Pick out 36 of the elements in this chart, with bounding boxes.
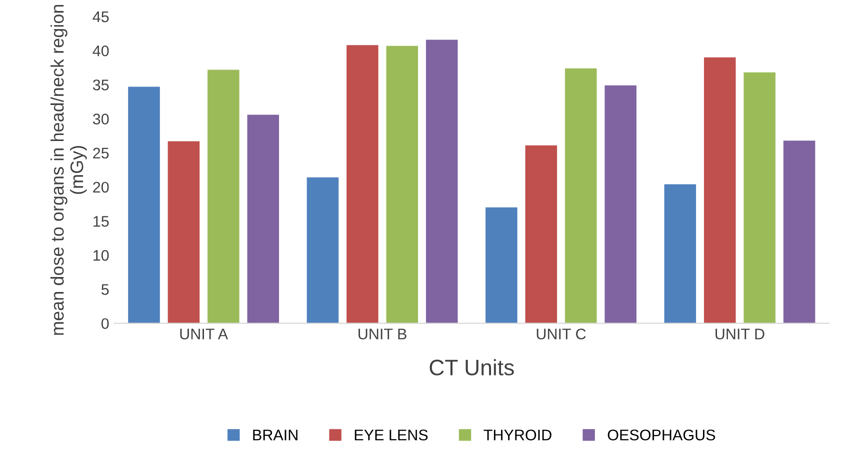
x-tick-label: UNIT C <box>536 328 586 340</box>
y-tick-label: 10 <box>94 250 109 261</box>
bar <box>128 86 160 324</box>
bar <box>306 177 339 324</box>
y-tick-label: 5 <box>101 284 109 295</box>
x-tick-label: UNIT B <box>358 328 406 340</box>
y-tick-label: 45 <box>92 12 109 22</box>
bar <box>486 207 518 324</box>
y-tick-label: 15 <box>94 216 109 227</box>
bar <box>604 85 636 324</box>
bar <box>664 184 696 324</box>
bar <box>564 68 597 324</box>
y-tick-label: 40 <box>92 45 109 56</box>
legend-label: THYROID <box>484 430 552 440</box>
x-tick-label: UNIT D <box>716 328 764 340</box>
legend-label: OESOPHAGUS <box>608 430 716 440</box>
bar <box>426 40 458 324</box>
y-axis-title: mean dose to organs in head/neck region (mGy) <box>50 4 87 335</box>
bar <box>168 141 200 324</box>
bar <box>346 45 378 324</box>
x-axis-title: CT Units <box>430 359 514 376</box>
bar <box>525 145 558 324</box>
y-tick-label: 20 <box>93 182 109 193</box>
bar <box>247 114 280 324</box>
bar <box>744 72 776 324</box>
y-tick-label: 0 <box>101 318 109 330</box>
y-tick-label: 35 <box>92 80 109 90</box>
bar <box>704 57 736 324</box>
y-tick-label: 30 <box>92 114 109 124</box>
legend-label: EYE LENS <box>354 430 428 440</box>
bar <box>783 140 816 324</box>
bar <box>208 70 240 324</box>
y-tick-label: 25 <box>93 148 109 159</box>
x-tick-label: UNIT A <box>180 328 228 340</box>
bar <box>386 46 418 324</box>
legend-label: BRAIN <box>253 430 298 440</box>
